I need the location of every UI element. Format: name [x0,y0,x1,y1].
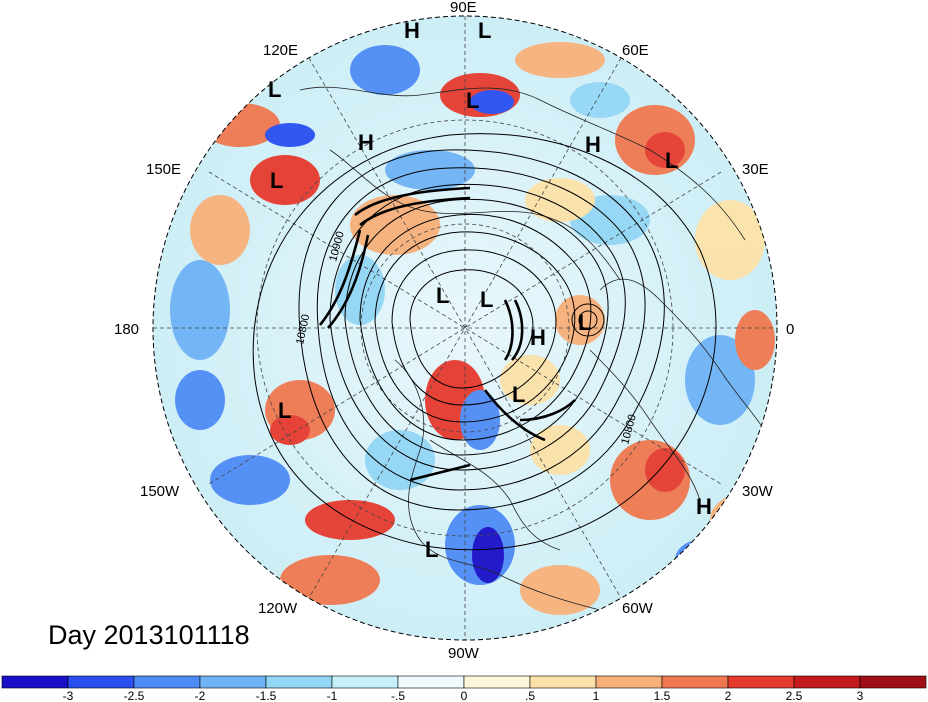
lon-label-120w: 120W [258,600,298,617]
colorbar-boxes [1,675,927,689]
colorbar-box [1,675,69,689]
colorbar-tick-label: -1 [327,689,338,702]
lon-label-60e: 60E [622,42,649,59]
colorbar-tick-label: -.5 [391,689,405,702]
colorbar-box [265,675,333,689]
colorbar-tick-label: -3 [63,689,74,702]
pressure-center-high: H [696,494,712,519]
anomaly-patches [170,42,775,615]
lon-label-150e: 150E [146,161,181,178]
lon-label-60w: 60W [622,600,654,617]
colorbar-tick-label: 2.5 [786,689,803,702]
colorbar-tick-label: 0 [461,689,468,702]
pressure-center-low: L [268,77,281,102]
pressure-center-low: L [278,398,291,423]
colorbar-box [67,675,135,689]
lon-label-30e: 30E [742,161,769,178]
pressure-center-low: L [665,148,678,173]
colorbar-box [463,675,531,689]
longitude-labels: 90E 60E 30E 0 30W 60W 90W 120W 150W 180 … [114,0,794,662]
colorbar-tick-label: 1.5 [654,689,671,702]
pressure-center-high: L [425,537,438,562]
colorbar-tick-label: 1 [593,689,600,702]
colorbar-box [859,675,927,689]
pressure-center-high: H [530,325,546,350]
colorbar-box [133,675,201,689]
pressure-center-low: L [466,88,479,113]
colorbar-box [331,675,399,689]
colorbar-box [595,675,663,689]
lon-label-120e: 120E [263,42,298,59]
pressure-center-high: H [358,130,374,155]
pressure-center-low: L [478,18,491,43]
colorbar-tick-label: -2 [195,689,206,702]
pressure-centers: H L L L H L H L L L L H L L H L [268,18,712,562]
pressure-center-high: H [404,18,420,43]
date-label: Day 2013101118 [48,620,250,650]
colorbar-box [529,675,597,689]
pressure-center-low: L [578,310,591,335]
colorbar-box [199,675,267,689]
colorbar-tick-label: 3 [857,689,864,702]
colorbar-box [793,675,861,689]
colorbar-tick-label: 2 [725,689,732,702]
pressure-center-low: L [436,283,449,308]
height-contours [252,133,717,551]
pressure-center-low: L [512,382,525,407]
colorbar-box [727,675,795,689]
colorbar-tick-label: -2.5 [124,689,145,702]
lon-label-150w: 150W [140,483,180,500]
colorbar-tick-label: -1.5 [256,689,277,702]
anomaly-field [153,16,777,640]
polar-map: 10900 10800 10800 90E 60E 30E 0 30W 60W … [114,0,794,662]
pressure-center-low: L [270,168,283,193]
lon-label-180: 180 [114,321,139,338]
colorbar-ticks: -3 -2.5 -2 -1.5 -1 -.5 0 .5 1 1.5 2 2.5 3 [63,689,864,702]
lon-label-0: 0 [786,321,794,338]
pressure-center-low: L [480,287,493,312]
jet-contours [318,186,576,482]
lon-label-90e: 90E [450,0,477,16]
colorbar: -3 -2.5 -2 -1.5 -1 -.5 0 .5 1 1.5 2 2.5 3 [1,675,927,702]
colorbar-box [661,675,729,689]
colorbar-tick-label: .5 [525,689,535,702]
map-boundary [152,15,778,641]
lon-label-30w: 30W [742,483,774,500]
lon-label-90w: 90W [448,645,480,662]
pressure-center-high: H [585,132,601,157]
colorbar-box [397,675,465,689]
